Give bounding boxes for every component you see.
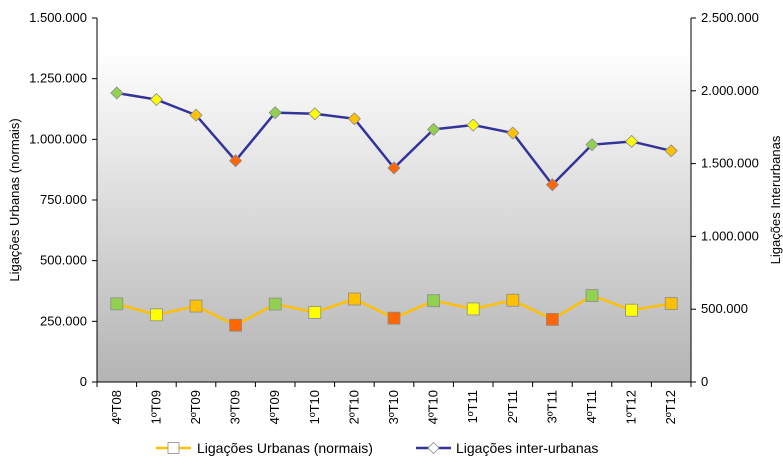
x-tick-label: 2ºT12 (663, 390, 678, 424)
data-point (664, 144, 678, 158)
data-point (229, 318, 243, 332)
legend-label-interurbanas: Ligações inter-urbanas (456, 440, 598, 456)
right-tick-label: 1.500.000 (701, 156, 759, 171)
right-tick-label: 1.000.000 (701, 228, 759, 243)
left-tick-label: 1.500.000 (29, 10, 87, 25)
right-tick-label: 500.000 (701, 301, 748, 316)
legend-marker-interurbanas (427, 441, 440, 455)
left-tick-label: 1.000.000 (29, 131, 87, 146)
data-point (546, 312, 559, 326)
right-y-axis: 0 500.000 1.000.000 1.500.000 2.000.000 2.500… (690, 10, 759, 389)
series-urbanas (110, 289, 678, 332)
left-tick-label: 250.000 (40, 313, 87, 328)
legend-item-urbanas: Ligações Urbanas (normais) (156, 440, 373, 456)
x-tick-label: 3ºT10 (386, 390, 401, 424)
data-point (585, 289, 599, 303)
data-point (189, 299, 203, 313)
series-layer (110, 86, 678, 332)
data-point (466, 118, 480, 132)
left-tick-label: 1.250.000 (29, 71, 87, 86)
x-tick-label: 4ºT08 (109, 390, 124, 424)
data-point (664, 297, 678, 311)
right-axis-title: Ligações Interurbanas (768, 135, 783, 264)
data-point (110, 297, 124, 311)
x-tick-label: 4ºT11 (584, 390, 599, 423)
data-point (427, 122, 441, 136)
x-tick-label: 4ºT09 (267, 390, 282, 424)
data-point (387, 161, 401, 175)
left-y-axis: 0 250.000 500.000 750.000 1.000.000 1.250.000… (29, 10, 98, 389)
data-point (189, 108, 203, 122)
right-tick-label: 2.500.000 (701, 10, 759, 25)
x-tick-label: 1ºT11 (465, 390, 480, 423)
data-point (625, 303, 638, 317)
x-tick-label: 3ºT11 (544, 390, 559, 423)
x-tick-label: 2ºT09 (188, 390, 203, 424)
x-tick-label: 2ºT10 (346, 390, 361, 424)
legend-marker-urbanas (167, 442, 180, 454)
data-point (545, 178, 559, 192)
data-point (427, 294, 441, 308)
legend: Ligações Urbanas (normais) Ligações inte… (156, 440, 598, 456)
right-tick-label: 2.000.000 (701, 83, 759, 98)
data-point (506, 293, 520, 307)
left-tick-label: 750.000 (40, 192, 87, 207)
data-point (506, 126, 520, 140)
data-point (347, 292, 361, 306)
left-axis-title: Ligações Urbanas (normais) (7, 118, 22, 281)
right-tick-label: 0 (701, 374, 708, 389)
x-tick-label: 2ºT11 (505, 390, 520, 423)
x-tick-label: 1ºT12 (624, 390, 639, 424)
series-interurbanas (110, 86, 678, 192)
data-point (625, 134, 639, 149)
data-point (268, 106, 282, 120)
data-point (308, 305, 322, 319)
legend-item-interurbanas: Ligações inter-urbanas (416, 440, 598, 456)
x-axis: 4ºT08 1ºT09 2ºT09 3ºT09 4ºT09 1ºT10 2ºT10 3ºT10… (96, 381, 692, 424)
left-tick-label: 0 (80, 374, 87, 389)
data-point (308, 107, 322, 121)
x-tick-label: 3ºT09 (228, 390, 243, 424)
plot-area (97, 48, 691, 382)
data-point (387, 311, 401, 325)
data-point (268, 297, 282, 311)
data-point (585, 138, 599, 152)
data-point (466, 302, 480, 316)
data-point (149, 308, 163, 322)
data-point (110, 86, 124, 100)
legend-label-urbanas: Ligações Urbanas (normais) (197, 440, 373, 456)
x-tick-label: 1ºT10 (307, 390, 322, 424)
data-point (347, 112, 361, 126)
data-point (229, 154, 243, 168)
data-point (149, 92, 163, 107)
left-tick-label: 500.000 (40, 253, 87, 268)
x-tick-label: 1ºT09 (148, 390, 163, 424)
x-tick-label: 4ºT10 (426, 390, 441, 424)
